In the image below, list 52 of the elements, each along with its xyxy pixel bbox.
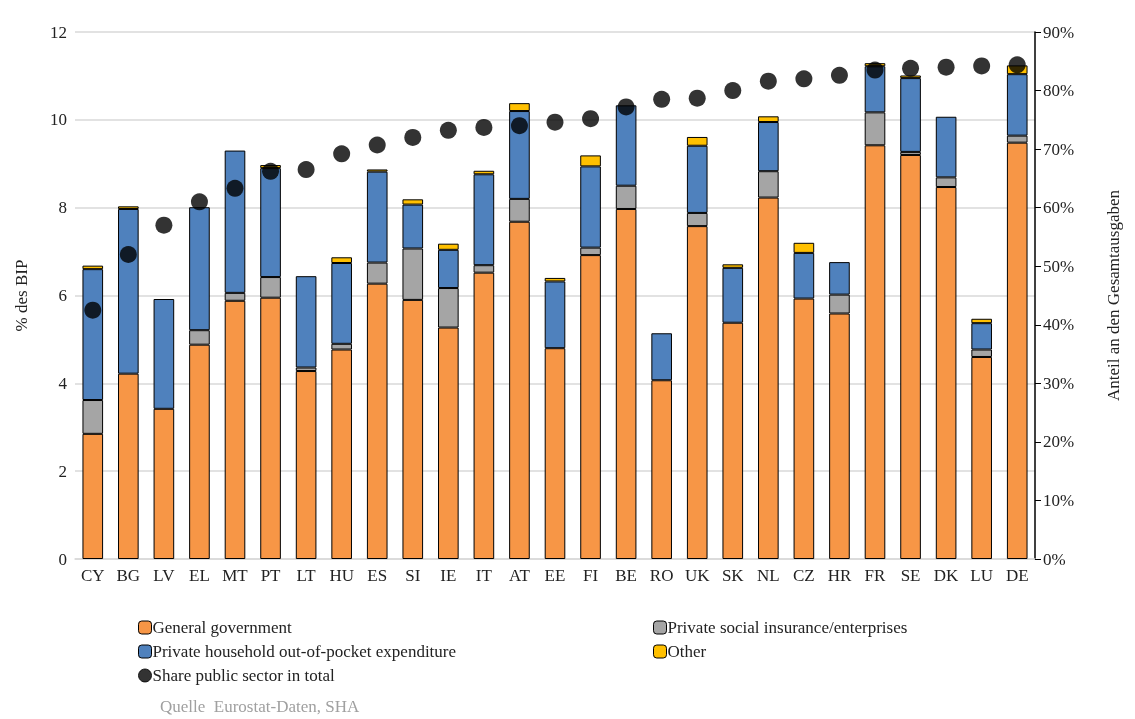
x-tick-label: AT	[509, 566, 531, 585]
x-tick-label: MT	[222, 566, 249, 585]
x-tick-label: EL	[189, 566, 210, 585]
y2-tick-label: 60%	[1043, 198, 1075, 218]
y-tick-label: 6	[58, 286, 67, 305]
y-tick-label: 10	[50, 110, 67, 130]
y2-tick-label: 90%	[1043, 22, 1075, 42]
y2-axis-title: Anteil an den Gesamtausgaben	[1104, 189, 1123, 402]
x-tick-label: LV	[153, 566, 176, 585]
x-tick-label: FI	[582, 566, 599, 585]
x-tick-label: UK	[684, 566, 711, 585]
x-tick-label: LT	[296, 566, 317, 585]
y-tick-label: 12	[50, 22, 67, 42]
y-axis-title: % des BIP	[12, 259, 31, 332]
x-tick-label: BE	[615, 566, 637, 585]
y2-tick-label: 0%	[1043, 549, 1066, 569]
source-note: Quelle Eurostat-Daten, SHA	[160, 697, 360, 716]
y-tick-label: 8	[58, 198, 67, 218]
y2-tick-label: 70%	[1043, 139, 1075, 159]
x-tick-label: NL	[757, 566, 780, 585]
legend-label: Private social insurance/enterprises	[667, 618, 908, 637]
x-tick-label: HU	[329, 566, 354, 585]
x-tick-label: ES	[367, 566, 388, 585]
y2-tick-label: 10%	[1043, 490, 1075, 510]
x-tick-label: IE	[440, 566, 457, 585]
x-tick-label: RO	[649, 566, 674, 585]
x-tick-label: LU	[970, 566, 993, 585]
y-tick-label: 4	[58, 373, 68, 393]
x-tick-label: EE	[544, 566, 566, 585]
x-tick-label: FR	[864, 566, 887, 585]
x-tick-label: BG	[116, 566, 141, 585]
legend-label: General government	[152, 618, 293, 637]
x-tick-label: CY	[80, 566, 105, 585]
x-tick-label: SE	[900, 566, 921, 585]
x-tick-label: DE	[1005, 566, 1029, 585]
y-tick-label: 0	[58, 549, 67, 569]
x-tick-label: HR	[827, 566, 852, 585]
x-tick-label: PT	[260, 566, 282, 585]
y2-tick-label: 80%	[1043, 81, 1075, 101]
legend-label: Share public sector in total	[152, 666, 335, 685]
y2-tick-label: 20%	[1043, 432, 1075, 452]
x-tick-label: CZ	[793, 566, 815, 585]
y2-tick-label: 50%	[1043, 256, 1075, 276]
y2-tick-label: 30%	[1043, 373, 1075, 393]
legend-label: Private household out-of-pocket expenditure	[152, 642, 457, 661]
y-tick-label: 2	[58, 461, 67, 481]
x-tick-label: IT	[475, 566, 493, 585]
legend-label: Other	[667, 642, 707, 661]
x-tick-label: DK	[933, 566, 960, 585]
y2-tick-label: 40%	[1043, 315, 1075, 335]
x-tick-label: SK	[721, 566, 745, 585]
x-tick-label: SI	[405, 566, 421, 585]
